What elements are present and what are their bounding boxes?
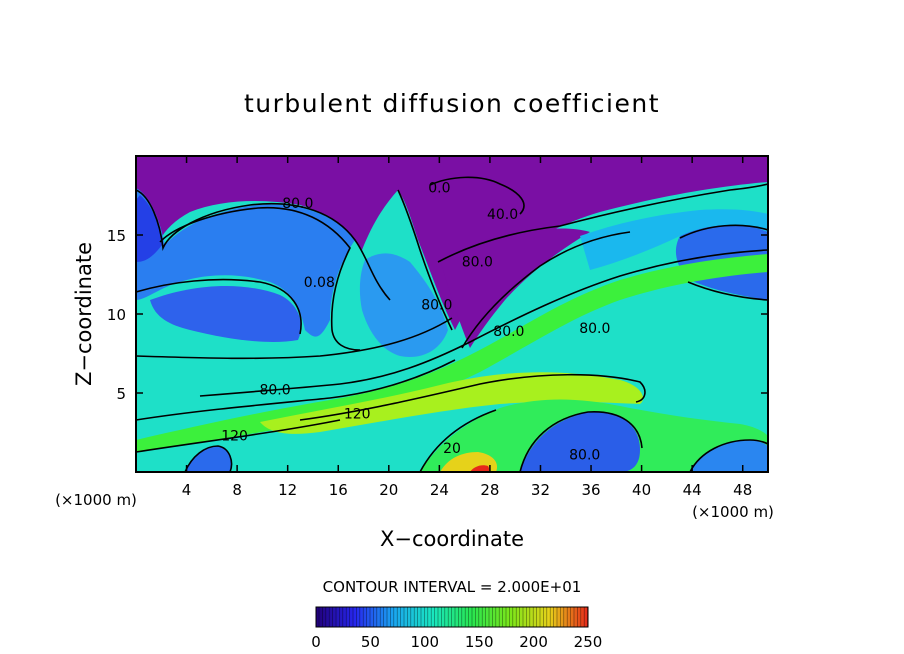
contour-line <box>397 189 453 331</box>
y-tick-labels: 5 10 15 <box>107 227 126 403</box>
plot-area: 80.0 0.08 80.0 120 120 0.0 40.0 80.0 80.0 80.0 80.… <box>135 155 769 473</box>
x-tick-label: 28 <box>480 481 499 499</box>
contour-line <box>136 317 453 360</box>
field-layers: 80.0 0.08 80.0 120 120 0.0 40.0 80.0 80.0 80.0 80.… <box>136 156 768 472</box>
x-tick-label: 24 <box>430 481 449 499</box>
chart-title: turbulent diffusion coefficient <box>244 89 660 118</box>
colorbar-tick-label: 0 <box>311 633 321 651</box>
contour-line <box>184 445 233 472</box>
field-blue-lower-right <box>520 411 640 472</box>
contour-line <box>461 231 631 349</box>
contour-line <box>679 224 768 239</box>
field-purple-tongue <box>440 228 590 348</box>
contour-line <box>687 281 768 301</box>
contour-label: 80.0 <box>462 255 493 271</box>
y-tick-label: 5 <box>116 385 126 403</box>
x-tick-label: 8 <box>232 481 242 499</box>
x-tick-label: 4 <box>182 481 192 499</box>
x-tick-label: 20 <box>379 481 398 499</box>
contour-lines <box>136 176 768 472</box>
x-tick-label: 48 <box>733 481 752 499</box>
y-tick-marks <box>136 234 768 394</box>
contour-label: 0.08 <box>304 275 335 291</box>
y-tick-label: 15 <box>107 227 126 245</box>
field-blue-left-bottom <box>185 445 232 472</box>
colorbar-fill <box>316 607 588 627</box>
x-tick-label: 12 <box>278 481 297 499</box>
contour-line <box>429 176 525 215</box>
contour-line <box>519 411 643 472</box>
x-tick-label: 44 <box>683 481 702 499</box>
contour-label: 0.0 <box>428 180 450 196</box>
y-axis-title: Z−coordinate <box>72 242 96 386</box>
x-axis-title: X−coordinate <box>380 527 524 551</box>
field-deepblue-left <box>136 195 162 262</box>
field-green-band-main <box>136 254 768 452</box>
field-blue-upper <box>136 188 355 337</box>
contour-line <box>136 189 391 301</box>
contour-line <box>199 249 768 397</box>
x-unit-right: (×1000 m) <box>692 503 774 521</box>
field-blue-midleft <box>150 285 301 342</box>
colorbar: 0 50 100 150 200 250 <box>311 606 602 651</box>
contour-interval-text: CONTOUR INTERVAL = 2.000E+01 <box>323 578 582 596</box>
contour-label: 20 <box>443 441 461 457</box>
contour-label: 80.0 <box>259 383 290 399</box>
contour-label: 80.0 <box>569 447 600 463</box>
x-tick-label: 32 <box>531 481 550 499</box>
contour-line <box>136 419 341 453</box>
colorbar-frame <box>315 606 589 628</box>
contour-line <box>136 359 456 421</box>
x-tick-label: 36 <box>581 481 600 499</box>
contour-label: 80.0 <box>282 196 313 212</box>
colorbar-tick-label: 100 <box>410 633 439 651</box>
contour-label: 120 <box>221 428 248 444</box>
contour-line <box>299 373 646 421</box>
contour-line <box>136 278 302 335</box>
field-blue-right-bottom <box>690 440 768 472</box>
contour-label: 80.0 <box>421 297 452 313</box>
x-tick-label: 40 <box>632 481 651 499</box>
colorbar-tick-label: 250 <box>574 633 603 651</box>
field-cyan-right <box>580 209 768 270</box>
contour-label: 120 <box>344 406 371 422</box>
contour-label: 80.0 <box>493 324 524 340</box>
x-tick-label: 16 <box>329 481 348 499</box>
colorbar-tick-label: 50 <box>361 633 380 651</box>
x-unit-left: (×1000 m) <box>55 491 137 509</box>
contour-label: 80.0 <box>579 321 610 337</box>
colorbar-tick-label: 150 <box>465 633 494 651</box>
contour-label: 40.0 <box>487 207 518 223</box>
contour-labels: 80.0 0.08 80.0 120 120 0.0 40.0 80.0 80.0 80.0 80.… <box>221 180 610 463</box>
contour-line <box>419 409 497 472</box>
contour-line <box>689 439 768 472</box>
colorbar-tick-labels: 0 50 100 150 200 250 <box>311 633 602 651</box>
field-red-spot <box>470 465 490 472</box>
colorbar-tick-label: 200 <box>519 633 548 651</box>
field-purple-top <box>136 156 768 330</box>
x-tick-marks <box>185 156 744 472</box>
x-tick-labels: 4 8 12 16 20 24 28 32 36 40 44 48 <box>182 481 752 499</box>
contour-line <box>159 206 361 351</box>
y-tick-label: 10 <box>107 306 126 324</box>
contour-line <box>437 183 768 263</box>
colorbar-hatch <box>318 607 588 627</box>
field-yellowgreen-band <box>260 372 644 434</box>
